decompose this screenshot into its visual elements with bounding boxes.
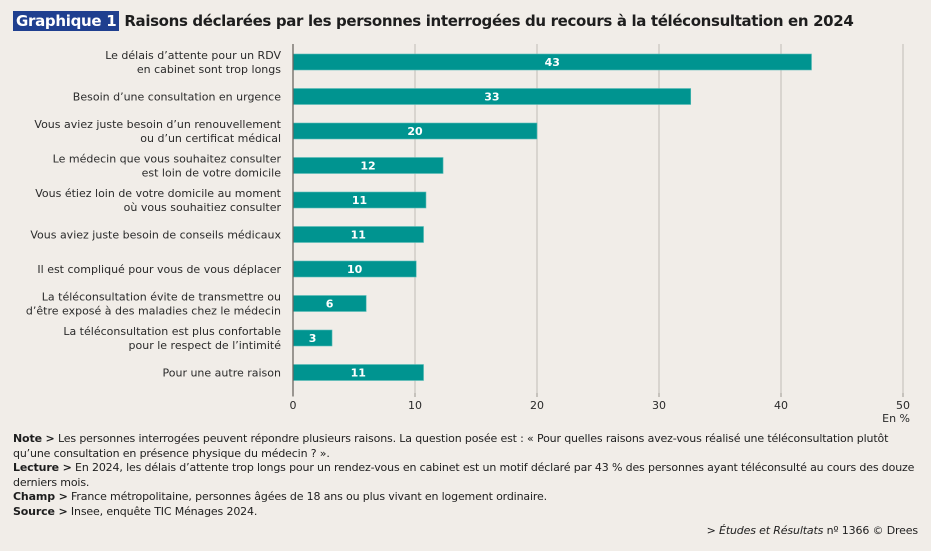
tick-label: 40 [774,399,788,412]
category-label-line: La téléconsultation évite de transmettre… [42,291,281,304]
tick-label: 50 [896,399,910,412]
category-label: Pour une autre raison [163,367,282,380]
champ-line: Champ > France métropolitaine, personnes… [13,490,918,505]
bar-value-label: 12 [360,160,375,173]
chart-notes: Note > Les personnes interrogées peuvent… [13,432,918,520]
bars: 43 33 20 12 11 11 10 6 3 11 [292,53,812,381]
category-label-line: Vous aviez juste besoin de conseils médi… [30,229,281,242]
note-text: Les personnes interrogées peuvent répond… [13,432,889,460]
bar-value-label: 10 [347,263,363,276]
category-label: Besoin d’une consultation en urgence [73,91,281,104]
figure-badge: Graphique 1 [13,11,120,31]
bar-value-label: 43 [545,56,560,69]
category-label-line: est loin de votre domicile [142,167,282,180]
category-label-line: La téléconsultation est plus confortable [63,325,281,338]
bar-value-label: 20 [407,125,423,138]
tick-label: 30 [652,399,666,412]
unit-label: En % [882,412,910,425]
note-line: Note > Les personnes interrogées peuvent… [13,432,918,461]
source-line: Source > Insee, enquête TIC Ménages 2024… [13,505,918,520]
category-label-line: Le délais d’attente pour un RDV [105,49,281,62]
bar-value-label: 11 [351,229,366,242]
category-label-line: Vous aviez juste besoin d’un renouvellem… [34,118,281,131]
champ-text: France métropolitaine, personnes âgées d… [67,490,547,504]
category-label: Vous étiez loin de votre domicile au mom… [35,187,281,214]
category-label: Vous aviez juste besoin de conseils médi… [30,229,281,242]
bar-chart: 43 33 20 12 11 11 10 6 3 11 Le délais d’attente p… [26,44,910,425]
chart-header: Graphique 1 Raisons déclarées par les pe… [13,11,854,31]
bar-value-label: 6 [326,298,334,311]
publication-credit: > Études et Résultats nº 1366 © Drees [706,524,919,537]
credit-publication: Études et Résultats [719,524,824,537]
category-label-line: Il est compliqué pour vous de vous dépla… [37,263,281,276]
category-label: Vous aviez juste besoin d’un renouvellem… [34,118,281,145]
source-text: Insee, enquête TIC Ménages 2024. [67,504,258,518]
source-label: Source > [13,504,68,518]
lecture-line: Lecture > En 2024, les délais d’attente … [13,461,918,490]
lecture-label: Lecture > [13,461,72,475]
x-axis-ticks: 0 10 20 30 40 50 [290,393,910,412]
category-label-line: Pour une autre raison [163,367,282,380]
tick-label: 0 [290,399,297,412]
note-label: Note > [13,432,55,445]
category-label-line: ou d’un certificat médical [140,132,281,145]
credit-prefix: > [706,524,720,537]
category-label: La téléconsultation est plus confortable… [63,325,281,352]
tick-label: 10 [408,399,422,412]
category-label: La téléconsultation évite de transmettre… [26,291,281,318]
category-label-line: d’être exposé à des maladies chez le méd… [26,305,281,318]
category-label-line: Besoin d’une consultation en urgence [73,91,281,104]
category-label-line: Le médecin que vous souhaitez consulter [53,153,282,166]
category-label: Le médecin que vous souhaitez consultere… [53,153,282,180]
bar-value-label: 3 [309,332,317,345]
category-label-line: pour le respect de l’intimité [129,339,282,352]
credit-suffix: nº 1366 © Drees [823,524,919,537]
bar-value-label: 11 [351,367,366,380]
category-label-line: en cabinet sont trop longs [137,63,281,76]
chart-title: Raisons déclarées par les personnes inte… [124,12,854,30]
tick-label: 20 [530,399,544,412]
category-label: Il est compliqué pour vous de vous dépla… [37,263,281,276]
category-label-line: où vous souhaitiez consulter [124,201,282,214]
bar-value-label: 33 [484,91,499,104]
bar-value-label: 11 [352,194,367,207]
category-label-line: Vous étiez loin de votre domicile au mom… [35,187,281,200]
lecture-text: En 2024, les délais d’attente trop longs… [13,461,915,489]
champ-label: Champ > [13,490,68,504]
